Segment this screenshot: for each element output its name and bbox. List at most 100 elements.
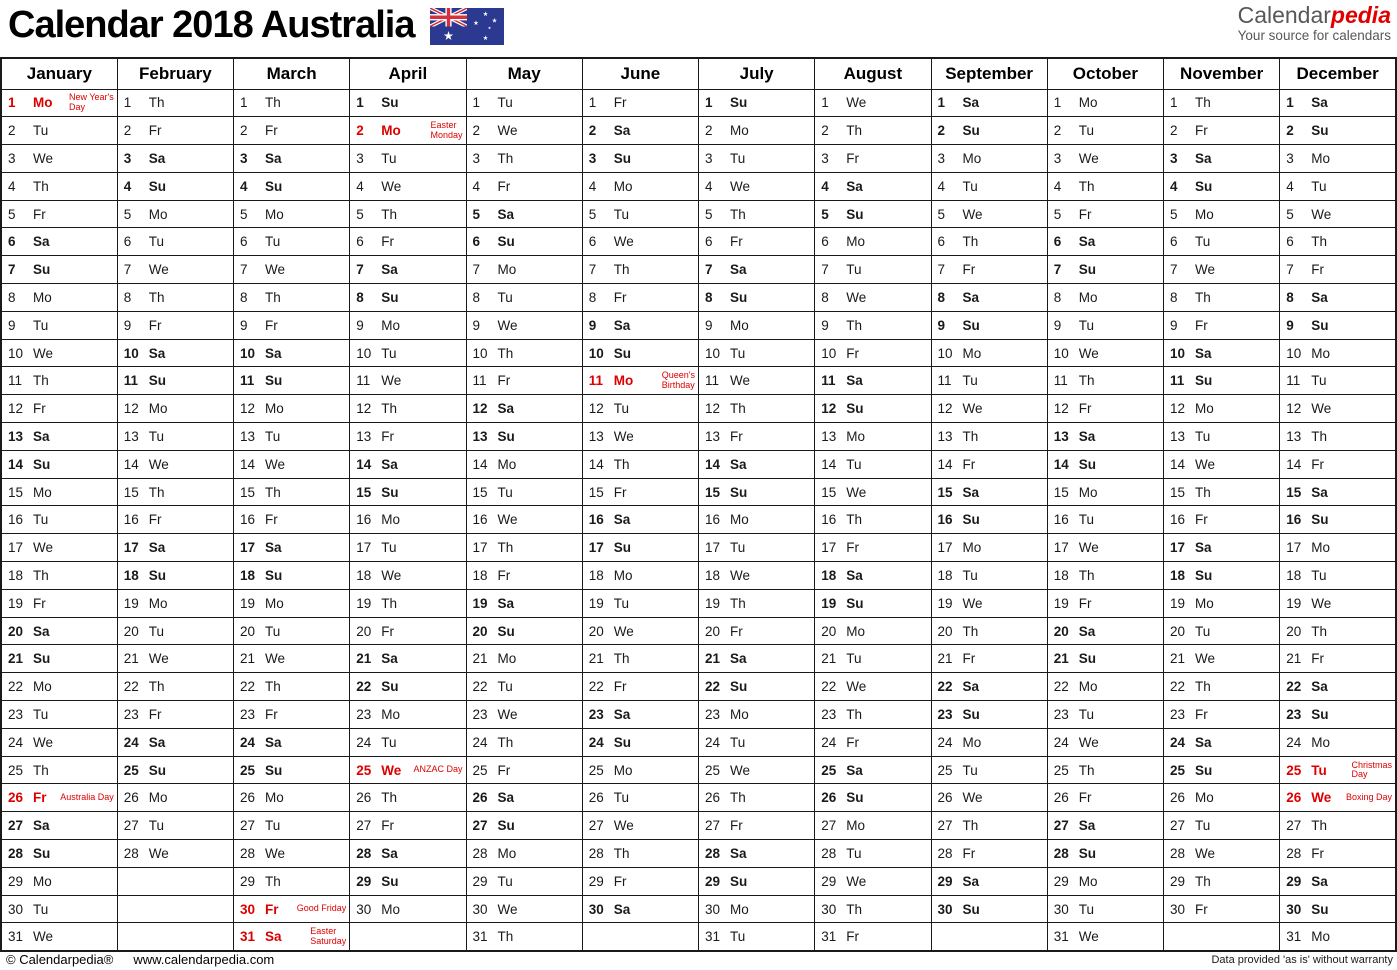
weekday-label: Su — [381, 289, 399, 305]
day-number: 15 — [1053, 484, 1069, 500]
page-header: Calendar 2018 Australia Calendarpedia Yo… — [0, 0, 1397, 57]
weekday-label: Fr — [613, 95, 627, 111]
day-number: 28 — [588, 845, 604, 861]
day-number: 12 — [8, 401, 24, 417]
day-row: 17 We 17 Sa 17 Sa 17 Tu 17 Th 17 Su 17 Tu 17 Fr 17 Mo 17 We… — [0, 533, 1397, 563]
day-cell: 16 Mo — [697, 505, 816, 535]
day-number: 5 — [356, 206, 364, 222]
weekday-label: Su — [1078, 651, 1097, 667]
day-cell: 19 Su — [814, 588, 932, 618]
weekday-label: Mo — [613, 762, 633, 778]
day-number: 12 — [240, 401, 256, 417]
holiday-label: Boxing Day — [1345, 792, 1392, 803]
day-cell: 1 Th — [116, 88, 235, 118]
weekday-label: We — [1195, 456, 1216, 472]
weekday-label: Mo — [846, 623, 866, 639]
day-number: 10 — [937, 345, 953, 361]
day-number: 18 — [123, 567, 139, 583]
weekday-label: Th — [497, 345, 514, 361]
weekday-label: Su — [613, 150, 632, 166]
day-cell: 22 Sa — [1279, 672, 1397, 702]
weekday-label: Th — [962, 428, 979, 444]
weekday-label: We — [148, 456, 169, 472]
day-number: 7 — [1170, 262, 1178, 278]
weekday-label: Su — [148, 178, 167, 194]
day-cell: 29 Tu — [465, 866, 583, 896]
weekday-label: Sa — [846, 178, 863, 194]
weekday-label: Fr — [613, 679, 627, 695]
day-cell: 7 Mo — [465, 255, 583, 285]
day-cell: 6 Fr — [349, 227, 467, 257]
day-number: 3 — [356, 150, 364, 166]
weekday-label: Tu — [613, 401, 630, 417]
weekday-label: Su — [730, 484, 748, 500]
day-number: 11 — [821, 373, 836, 389]
weekday-label: Sa — [613, 512, 631, 528]
day-number: 30 — [240, 901, 256, 917]
day-cell: 7 Tu — [814, 255, 932, 285]
day-cell: 4 We — [349, 171, 467, 201]
day-cell: 1 Mo — [1046, 88, 1165, 118]
day-cell: 12 Sa — [465, 394, 583, 424]
weekday-label: Mo — [1311, 929, 1331, 945]
day-cell: 26 Th — [349, 783, 467, 813]
day-number: 20 — [356, 623, 372, 639]
month-header: May — [465, 57, 583, 90]
month-header: October — [1046, 57, 1165, 90]
day-cell: 1 We — [814, 88, 932, 118]
weekday-label: Su — [381, 679, 399, 695]
weekday-label: Th — [381, 206, 398, 222]
weekday-label: We — [613, 234, 634, 250]
weekday-label: Fr — [1078, 595, 1092, 611]
day-cell: 3 Mo — [1279, 144, 1397, 173]
day-number: 3 — [8, 150, 16, 166]
day-cell: 26 We — [930, 783, 1048, 813]
weekday-label: Tu — [1311, 178, 1327, 194]
day-cell: 9 Tu — [1046, 310, 1165, 340]
day-cell: 22 Tu — [465, 672, 583, 702]
weekday-label: Su — [381, 873, 399, 889]
day-row: 19 Fr 19 Mo 19 Mo 19 Th 19 Sa 19 Tu 19 Th 19 Su 19 We 19 Fr… — [0, 588, 1397, 618]
weekday-label: Sa — [1195, 540, 1212, 556]
day-cell: 29 Su — [349, 866, 467, 896]
day-cell: 26 Fr — [1046, 783, 1165, 813]
weekday-label: Mo — [846, 234, 866, 250]
day-cell: 5 Fr — [1046, 199, 1165, 229]
day-number: 6 — [588, 234, 597, 250]
weekday-label: Fr — [381, 234, 394, 250]
day-number: 2 — [705, 123, 713, 139]
day-number: 24 — [937, 734, 953, 750]
day-number: 10 — [472, 345, 488, 361]
weekday-label: Mo — [265, 790, 284, 806]
day-number: 17 — [705, 540, 721, 556]
day-cell: 19 Mo — [232, 588, 351, 618]
weekday-label: We — [962, 595, 983, 611]
weekday-label: Su — [730, 95, 748, 111]
weekday-label: Th — [1195, 484, 1211, 500]
day-row: 16 Tu 16 Fr 16 Fr 16 Mo 16 We 16 Sa 16 Mo 16 Th 16 Su 16 Tu… — [0, 505, 1397, 535]
month-header: February — [116, 57, 235, 90]
day-cell: 22 Th — [1162, 672, 1281, 702]
day-cell: 18 Tu — [930, 561, 1048, 590]
day-number: 27 — [240, 818, 256, 834]
weekday-label: Sa — [846, 567, 863, 583]
day-number: 31 — [1053, 929, 1069, 945]
day-cell: 6 Mo — [814, 227, 932, 257]
weekday-label: Mo — [381, 901, 401, 917]
weekday-label: Th — [1078, 762, 1095, 778]
day-number: 21 — [821, 651, 837, 667]
day-cell: 27 Tu — [1162, 811, 1281, 841]
day-cell: 7 Su — [1046, 255, 1165, 285]
weekday-label: Sa — [613, 901, 631, 917]
day-cell: 20 Tu — [1162, 616, 1281, 646]
day-cell: 5 Su — [814, 199, 932, 229]
day-number: 21 — [937, 651, 953, 667]
day-cell: 16 Sa — [581, 505, 700, 535]
weekday-label: Sa — [148, 150, 166, 166]
day-number: 22 — [123, 679, 139, 695]
day-cell: 18 Th — [1046, 561, 1165, 590]
day-number: 12 — [123, 401, 139, 417]
day-number: 8 — [240, 289, 248, 305]
weekday-label: Th — [1195, 679, 1211, 695]
day-number: 6 — [821, 234, 829, 250]
